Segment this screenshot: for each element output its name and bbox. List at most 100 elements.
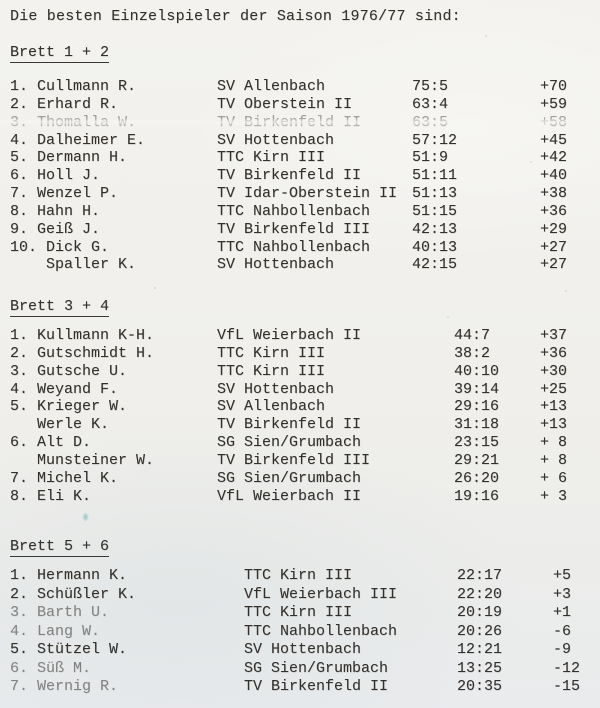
player-cell: Spaller K.: [10, 256, 137, 274]
table-row: 5. Stützel W. SV Hottenbach 12:21 -9: [10, 641, 596, 660]
player-cell: 8. Hahn H.: [10, 202, 101, 220]
score-cell: 42:13: [412, 220, 458, 238]
club-cell: TTC Nahbollenbach: [217, 238, 371, 256]
diff-cell: -6: [553, 622, 572, 640]
club-cell: SG Sien/Grumbach: [244, 659, 389, 677]
player-cell: 3. Barth U.: [10, 604, 110, 621]
player-cell: 3. Gutsche U.: [10, 362, 128, 380]
club-cell: TV Idar-Oberstein II: [217, 185, 398, 203]
diff-cell: +59: [540, 95, 568, 113]
table-row: 7. Wenzel P. TV Idar-Oberstein II 51:13 +38: [10, 185, 596, 203]
score-cell: 42:15: [412, 256, 458, 274]
section-rows: 1. Cullmann R. SV Allenbach 75:5 +70 2. Erha…: [10, 78, 596, 274]
club-cell: TV Birkenfeld II: [244, 678, 389, 695]
diff-cell: +13: [540, 398, 568, 416]
club-cell: SG Sien/Grumbach: [217, 469, 362, 487]
player-cell: 5. Krieger W.: [10, 398, 128, 416]
club-cell: TTC Nahbollenbach: [217, 202, 371, 220]
player-cell: 6. Alt D.: [10, 434, 92, 452]
table-row: 1. Kullmann K-H. VfL Weierbach II 44:7 +37: [10, 327, 596, 345]
score-cell: 29:21: [454, 451, 500, 469]
club-cell: TV Birkenfeld III: [217, 451, 371, 469]
section-heading: Brett 1 + 2: [10, 44, 110, 63]
club-cell: TV Birkenfeld II: [217, 113, 362, 131]
club-cell: TV Birkenfeld II: [217, 167, 362, 185]
player-cell: Munsteiner W.: [10, 451, 155, 469]
table-row: Werle K. TV Birkenfeld II 31:18 +13: [10, 416, 596, 434]
score-cell: 57:12: [412, 131, 458, 149]
club-cell: VfL Weierbach II: [217, 487, 362, 505]
section-brett-1-2: Brett 1 + 2 1. Cullmann R. SV Allenbach 75…: [10, 44, 596, 274]
table-row: 2. Schüßler K. VfL Weierbach III 22:20 +3: [10, 586, 596, 605]
table-row: 7. Wernig R. TV Birkenfeld II 20:35 -15: [10, 678, 596, 697]
score-cell: 20:35: [457, 678, 503, 695]
table-row: 6. Holl J. TV Birkenfeld II 51:11 +40: [10, 167, 596, 185]
score-cell: 20:26: [457, 622, 503, 640]
score-cell: 51:11: [412, 167, 458, 185]
score-cell: 23:15: [454, 434, 500, 452]
club-cell: SV Hottenbach: [217, 256, 335, 274]
score-cell: 51:9: [412, 149, 449, 167]
table-row: 6. Alt D. SG Sien/Grumbach 23:15 + 8: [10, 434, 596, 452]
score-cell: 12:21: [457, 641, 503, 658]
table-row: 8. Eli K. VfL Weierbach II 19:16 + 3: [10, 488, 596, 506]
diff-cell: +36: [540, 344, 568, 362]
diff-cell: +27: [540, 238, 568, 256]
table-row: 10. Dick G. TTC Nahbollenbach 40:13 +27: [10, 239, 596, 257]
table-row: 4. Weyand F. SV Hottenbach 39:14 +25: [10, 381, 596, 399]
player-cell: 1. Cullmann R.: [10, 78, 137, 95]
player-cell: 7. Wernig R.: [10, 678, 119, 695]
player-cell: 3. Thomalla W.: [10, 113, 137, 131]
section-rows: 1. Kullmann K-H. VfL Weierbach II 44:7 +37 2…: [10, 327, 596, 505]
table-row: 5. Dermann H. TTC Kirn III 51:9 +42: [10, 149, 596, 167]
club-cell: TV Birkenfeld III: [217, 220, 371, 238]
diff-cell: +38: [540, 185, 568, 203]
score-cell: 22:17: [457, 567, 503, 584]
club-cell: TTC Kirn III: [244, 604, 353, 621]
player-cell: 7. Wenzel P.: [10, 185, 119, 203]
table-row: 3. Barth U. TTC Kirn III 20:19 +1: [10, 604, 596, 623]
club-cell: VfL Weierbach III: [244, 585, 398, 603]
table-row: 4. Lang W. TTC Nahbollenbach 20:26 -6: [10, 623, 596, 642]
score-cell: 63:4: [412, 95, 449, 113]
player-cell: 9. Geiß J.: [10, 220, 101, 238]
club-cell: TTC Kirn III: [217, 149, 326, 167]
club-cell: TV Oberstein II: [217, 95, 353, 113]
diff-cell: +45: [540, 131, 568, 149]
section-heading: Brett 3 + 4: [10, 298, 110, 317]
player-cell: 7. Michel K.: [10, 469, 119, 487]
diff-cell: -9: [553, 641, 572, 658]
diff-cell: +25: [540, 380, 568, 398]
table-row: 9. Geiß J. TV Birkenfeld III 42:13 +29: [10, 221, 596, 239]
player-cell: 4. Weyand F.: [10, 380, 119, 398]
diff-cell: + 8: [540, 434, 568, 452]
table-row: 2. Erhard R. TV Oberstein II 63:4 +59: [10, 96, 596, 114]
club-cell: SV Hottenbach: [244, 641, 362, 658]
diff-cell: +5: [553, 567, 572, 584]
club-cell: TTC Kirn III: [217, 344, 326, 362]
diff-cell: +13: [540, 416, 568, 434]
score-cell: 44:7: [454, 327, 491, 344]
player-cell: Werle K.: [10, 416, 110, 434]
score-cell: 13:25: [457, 659, 503, 677]
club-cell: SG Sien/Grumbach: [217, 434, 362, 452]
table-row: 1. Cullmann R. SV Allenbach 75:5 +70: [10, 78, 596, 96]
score-cell: 38:2: [454, 344, 491, 362]
page-title: Die besten Einzelspieler der Saison 1976…: [10, 8, 461, 25]
score-cell: 26:20: [454, 469, 500, 487]
club-cell: TTC Kirn III: [217, 362, 326, 380]
diff-cell: +30: [540, 362, 568, 380]
score-cell: 29:16: [454, 398, 500, 416]
club-cell: TV Birkenfeld II: [217, 416, 362, 434]
score-cell: 39:14: [454, 380, 500, 398]
table-row: 6. Süß M. SG Sien/Grumbach 13:25 -12: [10, 660, 596, 679]
diff-cell: +27: [540, 256, 568, 274]
score-cell: 31:18: [454, 416, 500, 434]
player-cell: 2. Gutschmidt H.: [10, 344, 155, 362]
table-row: 5. Krieger W. SV Allenbach 29:16 +13: [10, 398, 596, 416]
table-row: Munsteiner W. TV Birkenfeld III 29:21 + 8: [10, 452, 596, 470]
diff-cell: +29: [540, 220, 568, 238]
table-row: 3. Gutsche U. TTC Kirn III 40:10 +30: [10, 363, 596, 381]
club-cell: VfL Weierbach II: [217, 327, 362, 344]
